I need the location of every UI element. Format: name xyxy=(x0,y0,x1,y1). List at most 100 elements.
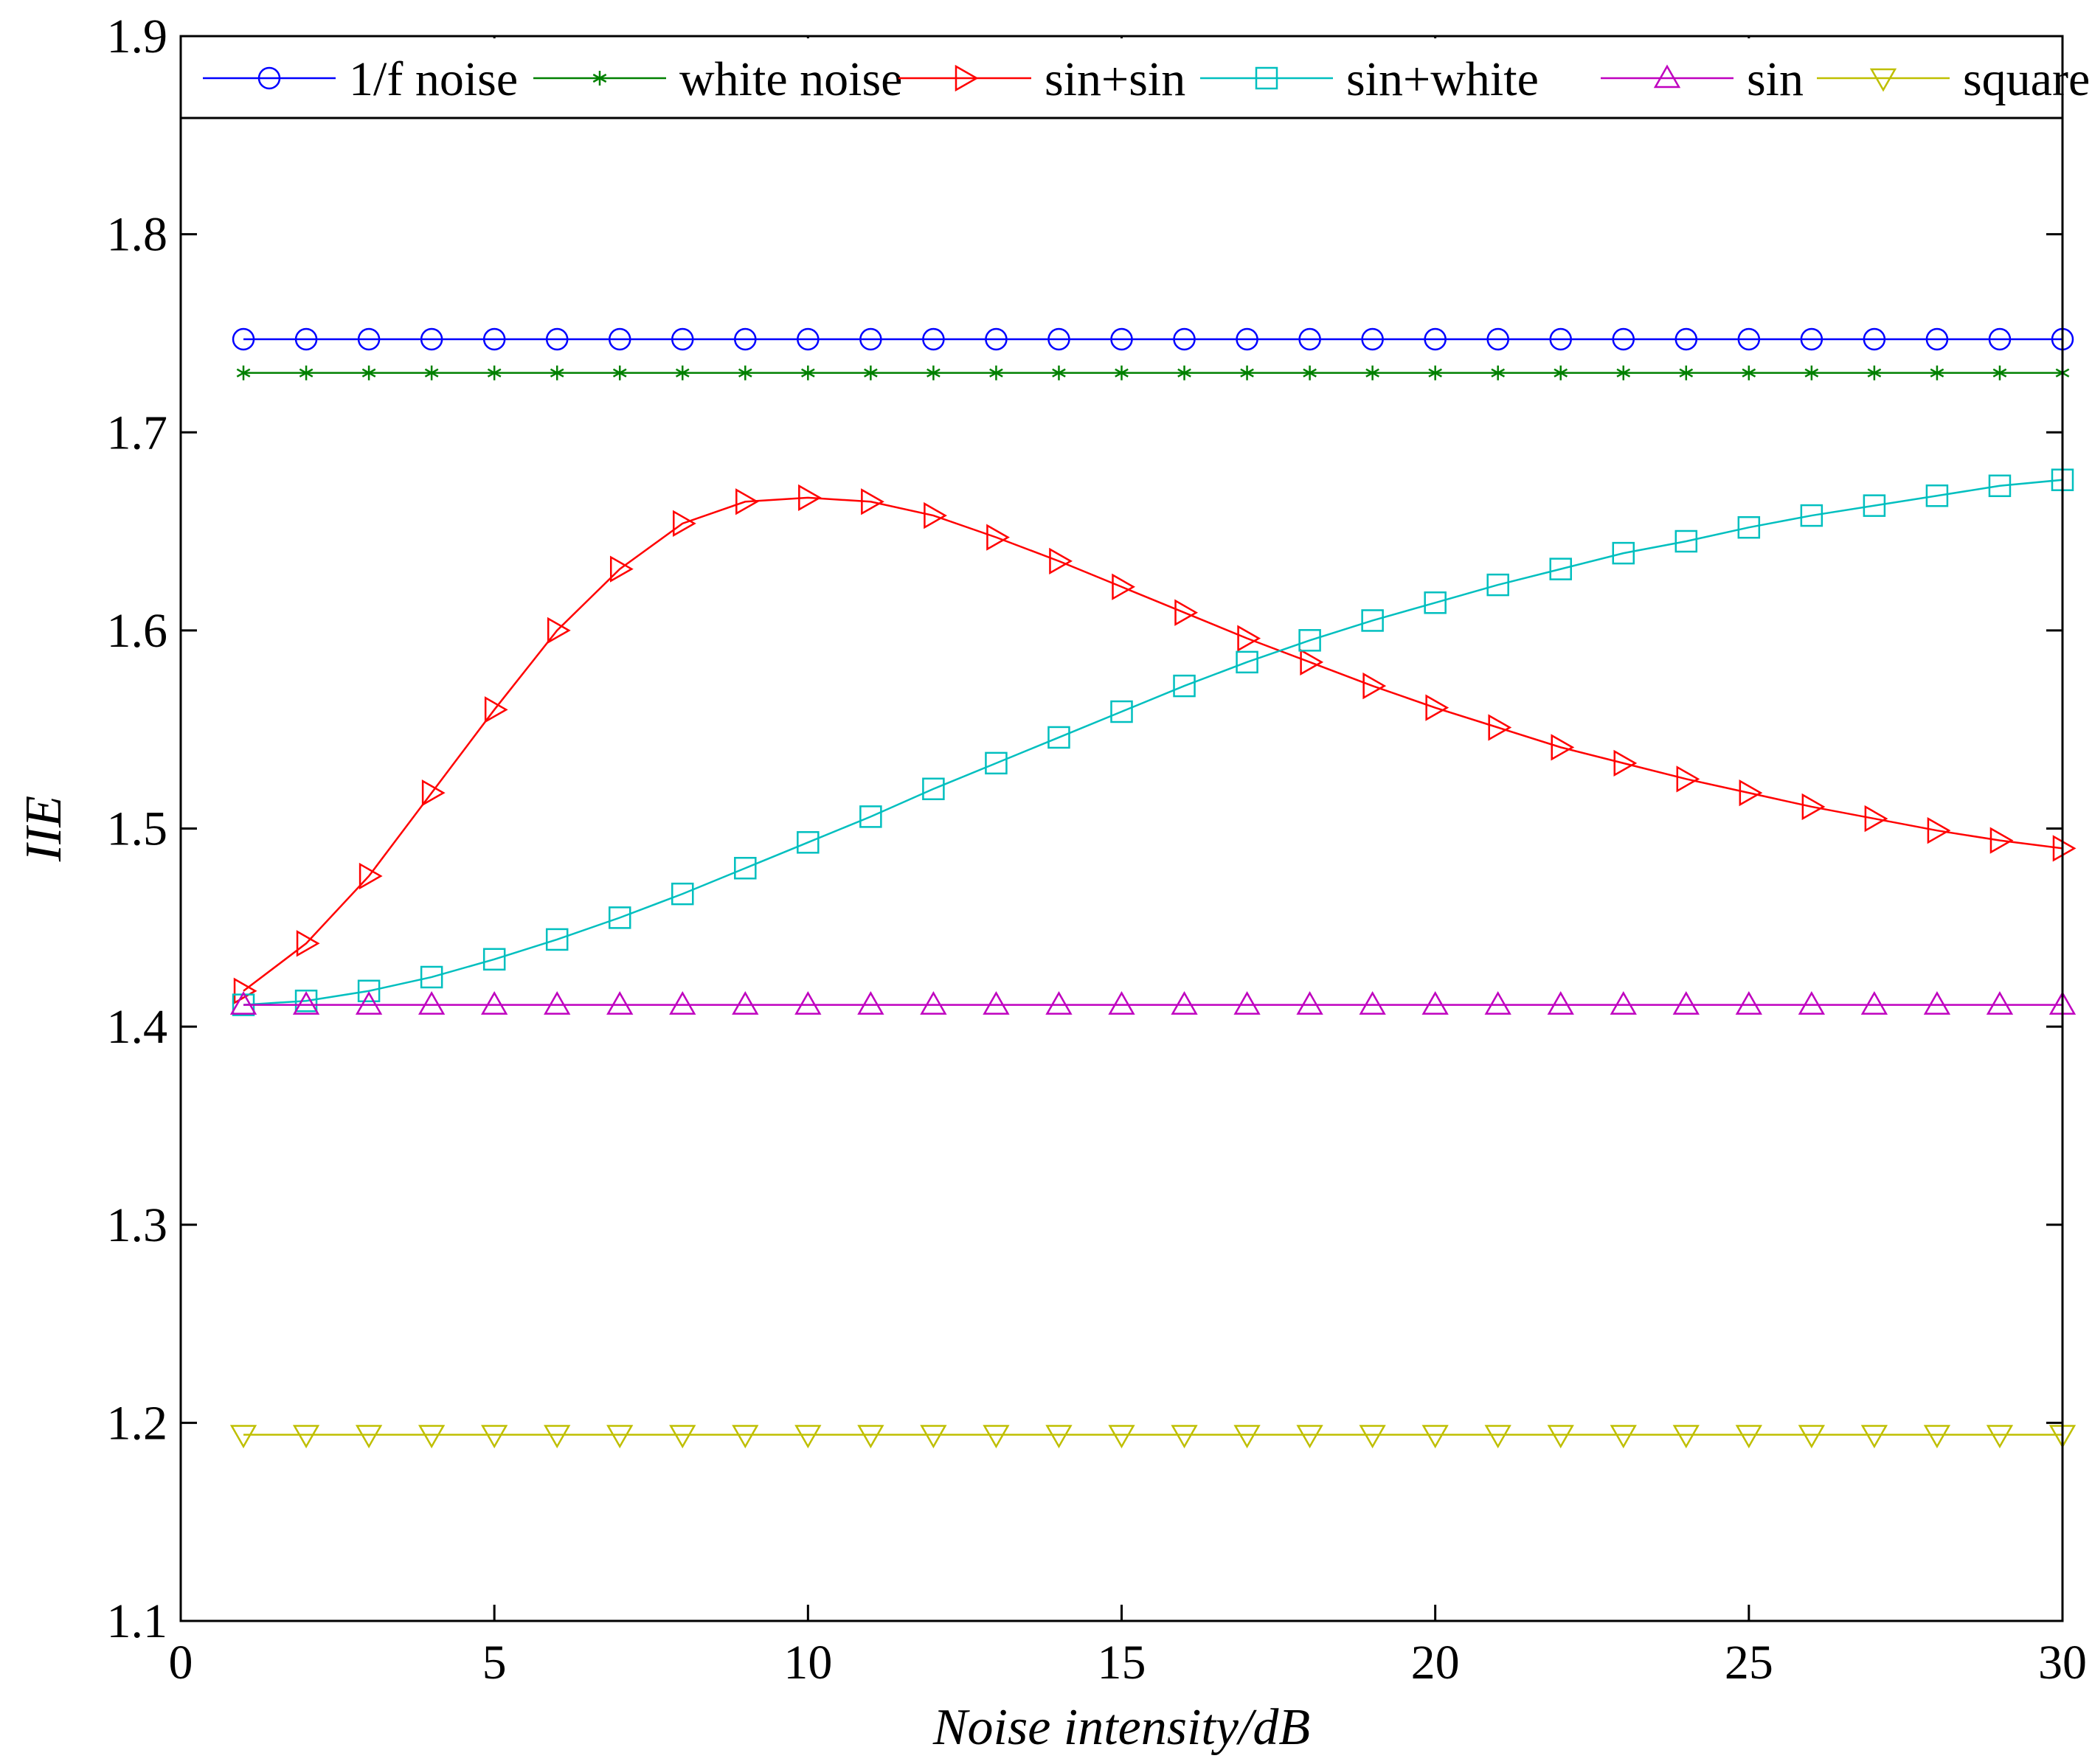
data-point xyxy=(1052,365,1066,381)
data-point xyxy=(671,882,694,906)
data-point xyxy=(1045,1425,1073,1449)
data-point xyxy=(1616,365,1631,381)
data-point xyxy=(1804,365,1819,381)
data-point xyxy=(1491,365,1506,381)
data-point xyxy=(1240,365,1254,381)
axis-ticks: 0 5 10 15 20 25 30 1.1 1.2 1.3 1.4 1.5 1.6 1.7 1.8 1.9 xyxy=(107,10,2088,1690)
data-point xyxy=(1428,365,1442,381)
data-point xyxy=(1988,474,2012,498)
data-point xyxy=(232,327,255,351)
data-point xyxy=(1551,734,1575,761)
y-tick-label: 1.5 xyxy=(107,802,168,856)
data-point xyxy=(673,510,696,537)
data-point xyxy=(1421,1425,1449,1449)
data-point xyxy=(1488,714,1512,741)
data-point xyxy=(608,906,631,929)
data-point xyxy=(1923,991,1951,1015)
data-point xyxy=(1424,591,1447,614)
data-point xyxy=(1112,573,1136,600)
data-point xyxy=(1923,1425,1951,1449)
data-point xyxy=(857,1425,884,1449)
legend-background xyxy=(182,38,2061,118)
data-point xyxy=(418,1425,446,1449)
y-tick-label: 1.4 xyxy=(107,1000,168,1054)
x-tick-label: 20 xyxy=(1411,1636,1460,1690)
y-tick-label: 1.2 xyxy=(107,1396,168,1450)
data-point xyxy=(482,327,506,351)
legend-label: white noise xyxy=(679,52,902,106)
data-point xyxy=(1298,327,1321,351)
legend-marker xyxy=(1869,68,1897,92)
legend-entry: sin+sin xyxy=(898,52,1185,106)
data-point xyxy=(481,1425,508,1449)
data-point xyxy=(1110,327,1133,351)
data-point xyxy=(1992,365,2007,381)
data-point xyxy=(1986,1425,2014,1449)
legend-label: square xyxy=(1963,52,2090,106)
data-point xyxy=(1173,674,1196,698)
data-point xyxy=(1484,1425,1511,1449)
data-point xyxy=(1676,765,1700,793)
data-point xyxy=(1361,609,1384,632)
data-point xyxy=(864,365,878,381)
data-point xyxy=(1421,991,1449,1015)
data-point xyxy=(859,805,882,828)
data-point xyxy=(294,327,318,351)
data-point xyxy=(1735,991,1762,1015)
data-point xyxy=(357,979,381,1003)
data-point xyxy=(1359,991,1386,1015)
data-point xyxy=(482,948,506,971)
data-point xyxy=(732,1425,759,1449)
data-point xyxy=(1930,365,1944,381)
data-point xyxy=(1927,817,1951,844)
x-tick-label: 15 xyxy=(1098,1636,1146,1690)
data-point xyxy=(924,501,947,529)
data-point xyxy=(1045,991,1073,1015)
data-point xyxy=(1547,1425,1574,1449)
data-point xyxy=(1298,629,1321,652)
data-point xyxy=(1672,1425,1700,1449)
data-point xyxy=(1989,827,2014,854)
data-point xyxy=(1554,365,1568,381)
y-tick-label: 1.1 xyxy=(107,1594,168,1648)
legend-label: sin+sin xyxy=(1045,52,1185,106)
data-point xyxy=(1867,365,1882,381)
data-point xyxy=(1173,327,1196,351)
series-white-noise xyxy=(236,365,2070,381)
series-line xyxy=(243,496,2063,992)
data-point xyxy=(292,991,320,1015)
data-point xyxy=(1610,991,1637,1015)
data-point xyxy=(1303,365,1317,381)
data-point xyxy=(609,555,634,583)
data-point xyxy=(1863,327,1886,351)
data-point xyxy=(738,365,752,381)
data-point xyxy=(794,991,822,1015)
data-point xyxy=(608,327,631,351)
data-point xyxy=(798,484,822,512)
data-point xyxy=(669,991,696,1015)
data-point xyxy=(1233,991,1261,1015)
x-tick-label: 10 xyxy=(783,1636,832,1690)
data-point xyxy=(545,928,569,951)
data-point xyxy=(734,856,757,880)
data-point xyxy=(294,989,318,1013)
data-point xyxy=(1049,547,1073,575)
data-point xyxy=(1742,365,1756,381)
data-point xyxy=(420,965,443,989)
data-point xyxy=(606,1425,634,1449)
data-point xyxy=(1610,1425,1637,1449)
data-point xyxy=(359,862,383,890)
legend-entry: sin xyxy=(1601,52,1804,106)
data-point xyxy=(1047,726,1070,749)
data-point xyxy=(355,991,383,1015)
data-point xyxy=(1359,1425,1386,1449)
data-point xyxy=(1863,494,1886,517)
data-point xyxy=(361,365,376,381)
data-point xyxy=(1864,805,1888,833)
data-point xyxy=(1233,1425,1261,1449)
data-point xyxy=(732,991,759,1015)
data-point xyxy=(229,1425,257,1449)
data-point xyxy=(299,365,314,381)
legend-label: sin xyxy=(1747,52,1804,106)
data-point xyxy=(734,327,757,351)
